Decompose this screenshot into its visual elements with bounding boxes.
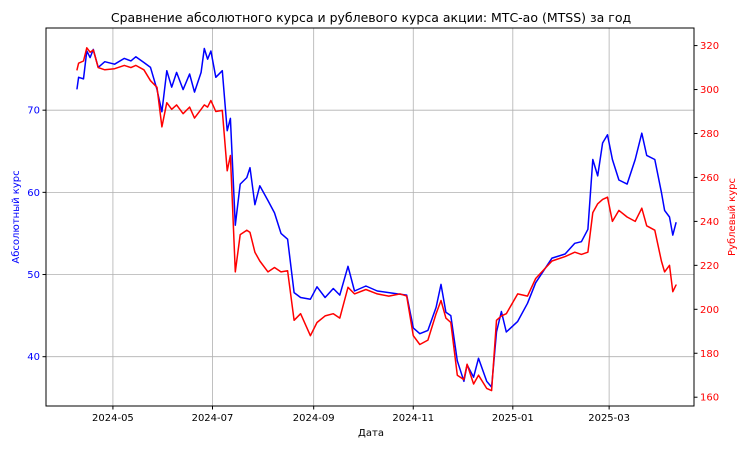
x-tick-label: 2025-03 xyxy=(588,413,630,424)
left-y-tick-label: 70 xyxy=(27,106,40,117)
x-tick-label: 2025-01 xyxy=(492,413,534,424)
right-y-tick-label: 220 xyxy=(700,261,719,272)
right-y-axis: 160 180 200 220 240 260 280 300 320 xyxy=(694,41,719,404)
right-axis-label: Рублевый курс xyxy=(727,178,738,256)
right-y-tick-label: 280 xyxy=(700,129,719,140)
right-y-tick-label: 300 xyxy=(700,85,719,96)
right-y-tick-label: 180 xyxy=(700,349,719,360)
right-y-tick-label: 200 xyxy=(700,305,719,316)
right-y-tick-label: 160 xyxy=(700,393,719,404)
left-y-tick-label: 60 xyxy=(27,188,40,199)
grid xyxy=(46,28,694,406)
plot-area xyxy=(76,47,677,392)
x-tick-label: 2024-11 xyxy=(392,413,434,424)
left-y-tick-label: 50 xyxy=(27,270,40,281)
absolute-price-line xyxy=(76,47,677,388)
plot-frame xyxy=(45,27,695,407)
x-tick-label: 2024-05 xyxy=(92,413,134,424)
x-tick-label: 2024-09 xyxy=(293,413,335,424)
x-axis: 2024-05 2024-07 2024-09 2024-11 2025-01 2025-… xyxy=(92,406,630,424)
ruble-price-line xyxy=(76,47,677,392)
right-y-tick-label: 320 xyxy=(700,41,719,52)
left-axis-label: Абсолютный курс xyxy=(11,170,22,263)
x-axis-label: Дата xyxy=(358,428,384,439)
right-y-tick-label: 260 xyxy=(700,173,719,184)
right-y-tick-label: 240 xyxy=(700,217,719,228)
chart-title: Сравнение абсолютного курса и рублевого … xyxy=(111,10,631,25)
x-tick-label: 2024-07 xyxy=(192,413,234,424)
left-y-axis: 40 50 60 70 xyxy=(27,106,46,363)
left-y-tick-label: 40 xyxy=(27,352,40,363)
